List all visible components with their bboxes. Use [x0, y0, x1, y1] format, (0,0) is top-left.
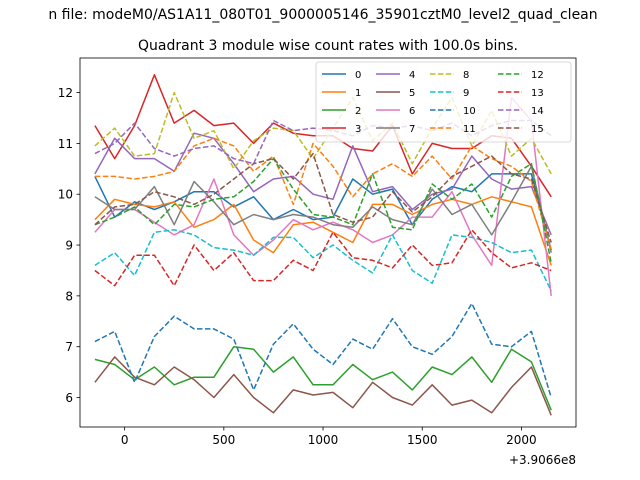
- legend-label-13: 13: [531, 88, 544, 99]
- y-tick-label: 11: [58, 137, 73, 151]
- legend-label-1: 1: [355, 88, 361, 99]
- series-line-6: [94, 96, 552, 296]
- legend-label-7: 7: [409, 124, 415, 135]
- legend-frame: [315, 61, 572, 143]
- y-tick-label: 12: [58, 86, 73, 100]
- legend-label-8: 8: [463, 70, 469, 81]
- legend-label-3: 3: [355, 124, 361, 135]
- x-axis: 0 500 1000 1500 2000: [121, 427, 537, 447]
- legend-label-6: 6: [409, 106, 415, 117]
- legend-label-5: 5: [409, 88, 415, 99]
- series-line-2: [94, 345, 552, 411]
- y-axis: 6 7 8 9 10 11 12: [58, 86, 80, 405]
- series-line-12: [94, 157, 552, 263]
- series-line-15: [94, 152, 552, 243]
- series-line-5: [94, 356, 552, 416]
- series-line-1: [94, 196, 552, 266]
- chart-title: Quadrant 3 module wise count rates with …: [138, 38, 518, 54]
- series-line-4: [94, 132, 552, 236]
- y-tick-label: 9: [65, 239, 73, 253]
- legend-label-2: 2: [355, 106, 361, 117]
- series-line-11: [94, 137, 552, 251]
- legend-label-4: 4: [409, 70, 415, 81]
- x-tick-label: 0: [121, 433, 129, 447]
- x-offset-label: +3.9066e8: [509, 453, 576, 467]
- legend-label-0: 0: [355, 70, 361, 81]
- series-line-13: [94, 229, 552, 287]
- x-tick-label: 500: [212, 433, 235, 447]
- y-tick-label: 8: [65, 289, 73, 303]
- x-tick-label: 1500: [407, 433, 438, 447]
- y-tick-label: 7: [65, 340, 73, 354]
- legend-label-9: 9: [463, 88, 469, 99]
- series-line-7: [94, 165, 552, 253]
- legend-label-10: 10: [463, 106, 476, 117]
- y-tick-label: 6: [65, 391, 73, 405]
- series-line-10: [94, 302, 552, 398]
- legend-label-11: 11: [463, 124, 476, 135]
- x-tick-label: 2000: [506, 433, 537, 447]
- x-tick-label: 1000: [308, 433, 339, 447]
- chart-suptitle: n file: modeM0/AS1A11_080T01_9000005146_…: [48, 7, 597, 23]
- y-tick-label: 10: [58, 188, 73, 202]
- legend-label-12: 12: [531, 70, 544, 81]
- legend-label-14: 14: [531, 106, 544, 117]
- legend-label-15: 15: [531, 124, 544, 135]
- plot-frame: [79, 57, 577, 428]
- series-layer: [94, 74, 552, 416]
